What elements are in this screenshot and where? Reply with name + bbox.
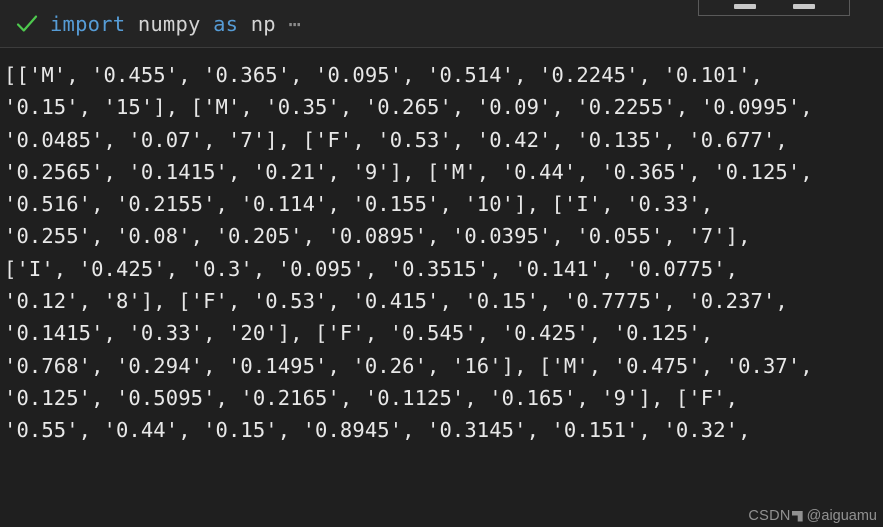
- toolbar-button-2-icon[interactable]: [792, 4, 815, 9]
- token-import: import: [50, 11, 126, 36]
- token-as: as: [213, 11, 239, 36]
- toolbar-button-1-icon[interactable]: [733, 4, 756, 9]
- csdn-logo-icon: CSDN: [748, 508, 803, 524]
- green-check-icon: [14, 11, 40, 37]
- code-space-2: [201, 12, 214, 36]
- cell-divider: [0, 47, 883, 48]
- token-module-numpy: numpy: [137, 11, 201, 36]
- code-space-4: [276, 12, 289, 36]
- code-cell[interactable]: import numpy as np ⋯: [0, 0, 883, 47]
- cell-toolbar[interactable]: [698, 0, 850, 16]
- csdn-mark-icon: [791, 510, 803, 522]
- code-source-line[interactable]: import numpy as np ⋯: [50, 11, 302, 37]
- watermark-brand: CSDN: [748, 508, 791, 524]
- code-space-1: [125, 12, 138, 36]
- code-space-3: [238, 12, 251, 36]
- output-text: [['M', '0.455', '0.365', '0.095', '0.514…: [4, 63, 813, 443]
- watermark: CSDN @aiguamu: [748, 508, 877, 524]
- token-alias-np: np: [250, 11, 276, 36]
- watermark-handle: @aiguamu: [806, 508, 877, 524]
- cell-output-area[interactable]: [['M', '0.455', '0.365', '0.095', '0.514…: [0, 48, 883, 527]
- collapsed-code-ellipsis-icon[interactable]: ⋯: [288, 11, 303, 36]
